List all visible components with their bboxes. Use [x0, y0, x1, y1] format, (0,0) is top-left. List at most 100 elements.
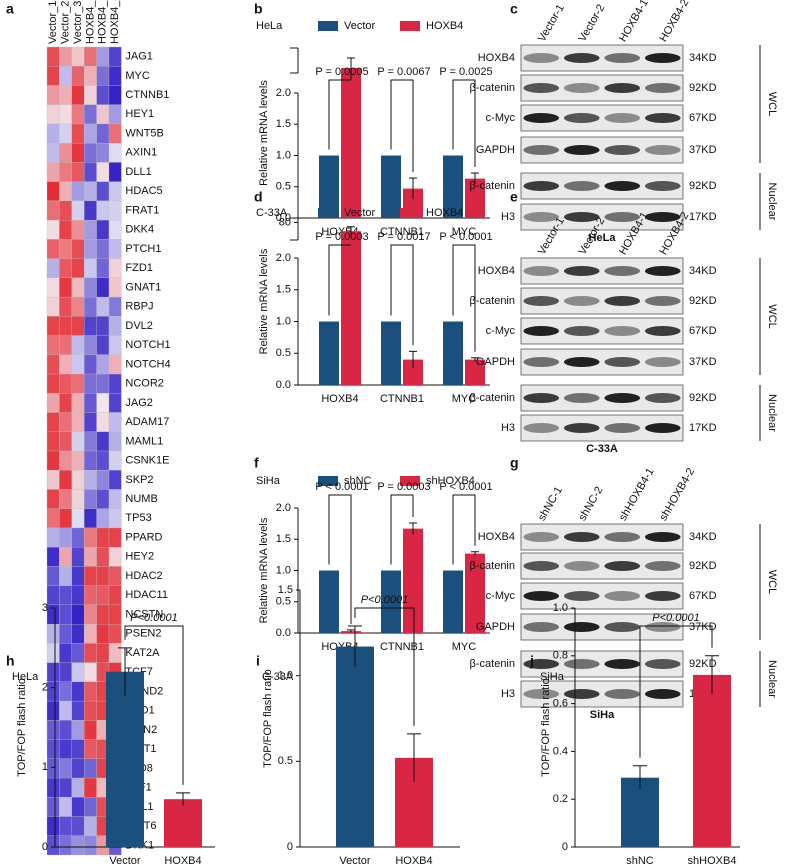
heatmap-cell [84, 470, 97, 490]
legend-label: shNC [344, 475, 372, 487]
heatmap-cell [71, 46, 85, 67]
error-bar [409, 350, 417, 368]
heatmap-cell [46, 585, 60, 606]
bar [465, 359, 485, 385]
heatmap-cell [46, 162, 60, 182]
heatmap-cell [84, 681, 97, 702]
heatmap-cell [59, 200, 72, 221]
heatmap-cell [59, 777, 72, 798]
protein-label: β-catenin [470, 560, 515, 572]
heatmap-cell [108, 219, 122, 240]
gene-label: HEY1 [125, 108, 154, 120]
lane-label: HOXB4-1 [617, 0, 651, 44]
heatmap-cell [71, 277, 85, 298]
heatmap-cell [59, 104, 72, 125]
gene-label: NUMB [125, 493, 157, 505]
y-tick-label: 0.6 [553, 698, 568, 710]
group-label: WCL [766, 304, 778, 328]
heatmap-cell [71, 335, 85, 355]
heatmap-cell [59, 623, 72, 644]
heatmap-cell [108, 585, 122, 606]
legend-swatch [318, 21, 338, 31]
blot-band [604, 532, 641, 542]
heatmap-cell [96, 104, 110, 125]
blot-band [644, 212, 681, 222]
gene-label: FZD1 [125, 262, 152, 274]
p-value: P<0.0001 [361, 594, 408, 606]
heatmap-cell [108, 508, 122, 529]
significance-bracket [390, 79, 414, 172]
blot-band [644, 393, 681, 403]
heatmap-cell [84, 508, 97, 529]
heatmap-cell [59, 643, 72, 663]
panel-letter: j [529, 653, 534, 669]
blot-band [604, 296, 641, 306]
heatmap-cell [71, 412, 85, 432]
size-label: 67KD [689, 112, 717, 124]
heatmap-cell [46, 123, 60, 144]
legend-swatch [318, 476, 338, 486]
heatmap-cell [108, 604, 122, 625]
significance-bracket [452, 79, 476, 167]
y-tick-label: 0.4 [553, 745, 568, 757]
heatmap-cell [46, 335, 60, 355]
blot-band [604, 266, 641, 276]
heatmap-cell [108, 431, 122, 452]
significance-bracket [639, 625, 713, 758]
heatmap-cell [96, 258, 110, 279]
blot-band [523, 53, 560, 63]
heatmap-cell [46, 700, 60, 721]
error-bar [471, 172, 479, 185]
blot-band [604, 659, 641, 669]
heatmap-cell [71, 739, 85, 759]
heatmap-cell [108, 335, 122, 355]
heatmap-cell [108, 277, 122, 298]
size-label: 17KD [689, 422, 717, 434]
y-tick-label: 3 [42, 602, 48, 614]
heatmap-cell [71, 104, 85, 125]
cell-line-label: HeLa [589, 232, 617, 244]
size-label: 92KD [689, 295, 717, 307]
bar [164, 799, 202, 847]
y-tick-label: 1.0 [276, 149, 291, 161]
heatmap-cell [71, 181, 85, 202]
heatmap-cell [84, 527, 97, 548]
heatmap-cell [71, 797, 85, 817]
bar [443, 321, 463, 385]
x-tick-label: HOXB4 [164, 855, 201, 865]
y-tick-label: 0.0 [276, 212, 291, 224]
legend-swatch [400, 21, 420, 31]
blot-band [523, 659, 560, 669]
blot-band [523, 423, 560, 433]
heatmap-cell [46, 104, 60, 125]
protein-label: HOXB4 [478, 52, 515, 64]
gene-label: NOTCH4 [125, 358, 170, 370]
blot-band [644, 561, 681, 571]
blot-band [563, 532, 600, 542]
protein-label: c-Myc [486, 112, 516, 124]
heatmap-cell [59, 835, 72, 856]
heatmap-cell [71, 700, 85, 721]
y-axis-label: TOP/FOP flash ratio [540, 678, 552, 777]
y-tick-label: 1.5 [276, 533, 291, 545]
p-value: P = 0.0067 [377, 66, 430, 78]
p-value: P<0.0001 [130, 612, 177, 624]
gene-label: JAG2 [125, 397, 153, 409]
heatmap-cell [71, 85, 85, 105]
heatmap-cell [71, 239, 85, 259]
y-axis-label: TOP/FOP flash ratio [262, 669, 274, 768]
heatmap-cell [108, 547, 122, 567]
size-label: 92KD [689, 82, 717, 94]
x-tick-label: Vector [339, 855, 371, 865]
bar [381, 321, 401, 385]
x-tick-label: MYC [452, 393, 477, 405]
heatmap-cell [59, 470, 72, 490]
heatmap-cell [71, 489, 85, 509]
heatmap-cell [46, 489, 60, 509]
x-tick-label: Vector [109, 855, 141, 865]
heatmap-cell [59, 46, 72, 67]
heatmap-cell [84, 700, 97, 721]
heatmap-cell [59, 431, 72, 452]
error-bar [118, 647, 132, 696]
y-tick-label: 80 [279, 216, 291, 228]
